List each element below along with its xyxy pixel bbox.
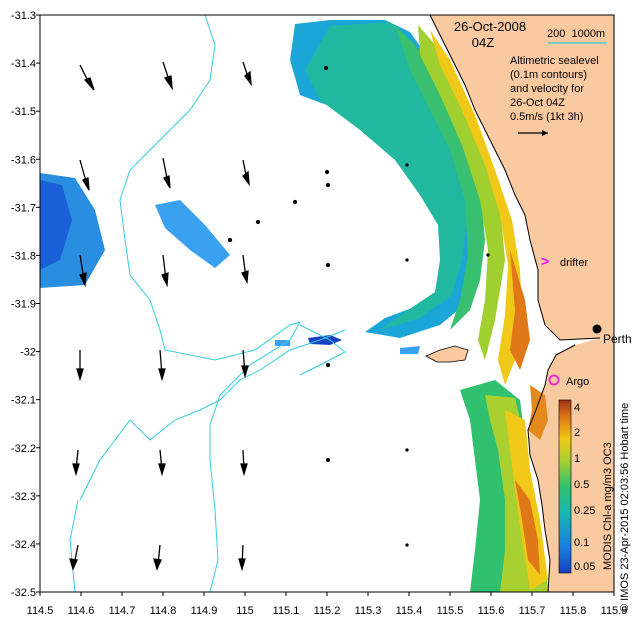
info-line-3: and velocity for xyxy=(510,83,584,95)
x-tick-label: 114.8 xyxy=(150,605,177,617)
info-line-2: (0.1m contours) xyxy=(510,69,587,81)
colorbar-tick: 0.25 xyxy=(574,505,595,517)
info-line-4: 26-Oct 04Z xyxy=(510,97,565,109)
x-tick-label: 115.1 xyxy=(273,605,300,617)
drifter-label: drifter xyxy=(560,257,588,269)
y-axis: -31.3 -31.4 -31.5 -31.6 -31.7 -31.8 -31.9 -32 -3… xyxy=(11,10,40,599)
map-date: 26-Oct-2008 xyxy=(454,19,526,34)
scale-label: 200 1000m xyxy=(547,28,605,40)
y-tick-label: -31.3 xyxy=(11,10,36,22)
map-time: 04Z xyxy=(472,35,494,50)
x-tick-label: 115 xyxy=(236,605,254,617)
x-tick-label: 115.6 xyxy=(478,605,505,617)
colorbar-tick: 2 xyxy=(574,427,580,439)
x-tick-label: 114.6 xyxy=(68,605,95,617)
y-tick-label: -31.7 xyxy=(11,202,36,214)
y-tick-label: -32.3 xyxy=(11,491,36,503)
info-line-5: 0.5m/s (1kt 3h) xyxy=(510,111,583,123)
x-tick-label: 115.4 xyxy=(396,605,423,617)
y-tick-label: -31.8 xyxy=(11,250,36,262)
x-tick-label: 114.5 xyxy=(27,605,54,617)
x-tick-label: 115.7 xyxy=(519,605,546,617)
bathymetry-contours xyxy=(69,15,346,592)
velocity-arrows xyxy=(69,61,490,572)
chlorophyll-layer xyxy=(40,20,548,592)
y-tick-label: -32.1 xyxy=(11,395,36,407)
y-tick-label: -32.5 xyxy=(11,587,36,599)
x-tick-label: 115.8 xyxy=(560,605,587,617)
colorbar-tick: 0.5 xyxy=(574,479,589,491)
credit-text: © IMOS 23-Apr-2015 02:03:56 Hobart time xyxy=(619,403,631,612)
perth-marker xyxy=(592,324,602,334)
y-tick-label: -32.4 xyxy=(11,539,36,551)
argo-marker xyxy=(548,374,560,386)
y-tick-label: -32 xyxy=(20,347,36,359)
drifter-marker: > xyxy=(541,253,549,269)
coastline xyxy=(429,15,601,592)
x-tick-label: 115.9 xyxy=(601,605,628,617)
y-tick-label: -31.4 xyxy=(11,58,36,70)
y-tick-label: -32.2 xyxy=(11,443,36,455)
perth-label: Perth xyxy=(603,332,632,346)
colorbar-title: MODIS Chl-a mg/m3 OC3 xyxy=(602,442,614,570)
colorbar-tick: 4 xyxy=(574,402,580,414)
info-line-1: Altimetric sealevel xyxy=(510,55,599,67)
x-tick-label: 115.3 xyxy=(355,605,382,617)
colorbar-ticks: 4 2 1 0.5 0.25 0.1 0.05 xyxy=(574,402,595,573)
colorbar-tick: 0.1 xyxy=(574,537,589,549)
x-tick-label: 114.9 xyxy=(191,605,218,617)
colorbar xyxy=(558,399,572,574)
y-tick-label: -31.5 xyxy=(11,106,36,118)
colorbar-tick: 0.05 xyxy=(574,561,595,573)
velocity-scale-arrowhead xyxy=(542,130,548,136)
y-tick-label: -31.9 xyxy=(11,299,36,311)
colorbar-tick: 1 xyxy=(574,453,580,465)
x-tick-label: 115.2 xyxy=(314,605,341,617)
rottnest-island xyxy=(425,345,469,363)
argo-label: Argo xyxy=(566,376,589,388)
y-tick-label: -31.6 xyxy=(11,154,36,166)
x-tick-label: 114.7 xyxy=(109,605,136,617)
x-tick-label: 115.5 xyxy=(437,605,464,617)
x-axis: 114.5 114.6 114.7 114.8 114.9 115 115.1 115.2 11… xyxy=(27,592,628,617)
